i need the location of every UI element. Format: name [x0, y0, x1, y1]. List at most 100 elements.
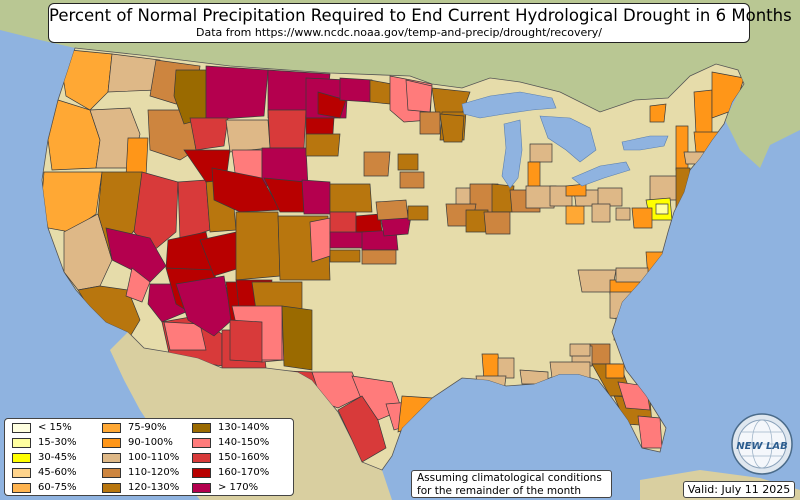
valid-date: Valid: July 11 2025: [683, 481, 795, 498]
legend-swatch: [102, 437, 121, 448]
region-in-south: [483, 211, 511, 235]
legend-label: > 170%: [218, 482, 259, 493]
legend-label: 75-90%: [128, 422, 167, 433]
legend-swatch: [192, 482, 211, 493]
legend-swatch: [102, 467, 121, 478]
region-wv-east: [615, 207, 631, 221]
legend-swatch: [12, 452, 31, 463]
legend-swatch: [192, 467, 211, 478]
note-line-2: for the remainder of the month: [417, 484, 582, 497]
region-sd-south: [301, 179, 331, 215]
legend-swatch: [12, 422, 31, 433]
region-va-north: [631, 207, 653, 229]
region-ms-south: [497, 357, 515, 379]
region-mi-lower: [565, 183, 587, 197]
legend-label: 60-75%: [38, 482, 77, 493]
region-ks-south: [329, 211, 357, 235]
legend-label: 90-100%: [128, 437, 173, 448]
region-fl-panhandle: [605, 363, 625, 379]
map-title: Percent of Normal Precipitation Required…: [49, 6, 792, 25]
region-ia-north: [399, 171, 425, 189]
legend-label: 30-45%: [38, 452, 77, 463]
logo-text: NEW LAB: [736, 441, 787, 452]
region-ok-north: [361, 249, 397, 265]
legend-item: < 15%: [12, 421, 72, 434]
region-nd-central: [317, 91, 347, 119]
region-vt: [693, 89, 713, 135]
legend-label: 15-30%: [38, 437, 77, 448]
region-ut-north: [177, 179, 211, 241]
legend-label: < 15%: [38, 422, 72, 433]
region-mn-south: [397, 153, 419, 171]
legend-item: 160-170%: [192, 466, 269, 479]
lake-superior: [461, 91, 557, 119]
legend-item: 15-30%: [12, 436, 77, 449]
region-co-west: [235, 211, 281, 281]
region-ia-northeast: [405, 79, 433, 113]
region-nv-vegas: [125, 267, 151, 303]
legend-item: 120-130%: [102, 481, 179, 494]
region-or-east: [125, 137, 149, 177]
region-pa-west: [597, 187, 623, 207]
lake-erie: [571, 161, 631, 187]
legend-swatch: [192, 422, 211, 433]
legend-item: 60-75%: [12, 481, 77, 494]
legend-swatch: [12, 467, 31, 478]
region-az-southeast: [163, 321, 207, 351]
legend-item: 30-45%: [12, 451, 77, 464]
region-mt-southeast: [267, 109, 307, 149]
legend: < 15% 15-30% 30-45% 45-60% 60-75% 75-90% 90-10…: [4, 418, 294, 496]
legend-item: 140-150%: [192, 436, 269, 449]
region-mi-southeast: [591, 203, 611, 223]
region-mt-south: [225, 119, 271, 153]
region-ne-east: [407, 205, 429, 221]
region-oh-central: [565, 205, 585, 225]
region-sd-central: [305, 133, 341, 157]
region-mt-west: [205, 65, 269, 121]
note-line-1: Assuming climatological conditions: [417, 472, 602, 484]
region-nd-east: [369, 79, 393, 105]
legend-label: 110-120%: [128, 467, 180, 478]
legend-swatch: [102, 482, 121, 493]
map-subtitle: Data from https://www.ncdc.noaa.gov/temp…: [196, 26, 602, 39]
legend-item: 110-120%: [102, 466, 179, 479]
region-tx-far-west: [229, 319, 263, 363]
lake-michigan: [501, 119, 523, 189]
legend-swatch: [192, 437, 211, 448]
title-box: Percent of Normal Precipitation Required…: [48, 3, 792, 43]
legend-swatch: [192, 452, 211, 463]
legend-label: 45-60%: [38, 467, 77, 478]
region-in-central: [525, 185, 557, 209]
region-nv-central: [133, 171, 179, 253]
region-ga-south: [589, 343, 611, 365]
region-wi-north: [439, 113, 465, 143]
legend-swatch: [12, 437, 31, 448]
region-wy-south: [211, 167, 281, 213]
region-mi-up: [529, 143, 553, 163]
note-box: Assuming climatological conditions for t…: [411, 470, 612, 498]
legend-item: 75-90%: [102, 421, 167, 434]
region-ms-west: [569, 343, 591, 357]
region-pa-east: [649, 175, 679, 201]
legend-item: > 170%: [192, 481, 258, 494]
region-md-central: [655, 203, 669, 215]
lake-huron: [539, 115, 597, 163]
legend-item: 100-110%: [102, 451, 179, 464]
legend-swatch: [102, 452, 121, 463]
legend-label: 140-150%: [218, 437, 270, 448]
region-fl-keys: [637, 415, 663, 449]
legend-label: 130-140%: [218, 422, 270, 433]
region-nd-north: [339, 77, 373, 103]
legend-item: 90-100%: [102, 436, 173, 449]
legend-item: 45-60%: [12, 466, 77, 479]
region-mt-central: [189, 117, 229, 151]
legend-swatch: [12, 482, 31, 493]
legend-item: 150-160%: [192, 451, 269, 464]
legend-label: 150-160%: [218, 452, 270, 463]
legend-label: 100-110%: [128, 452, 180, 463]
region-mn-central: [419, 111, 441, 135]
region-co-southeast: [309, 217, 331, 263]
region-ks-central: [329, 231, 365, 249]
